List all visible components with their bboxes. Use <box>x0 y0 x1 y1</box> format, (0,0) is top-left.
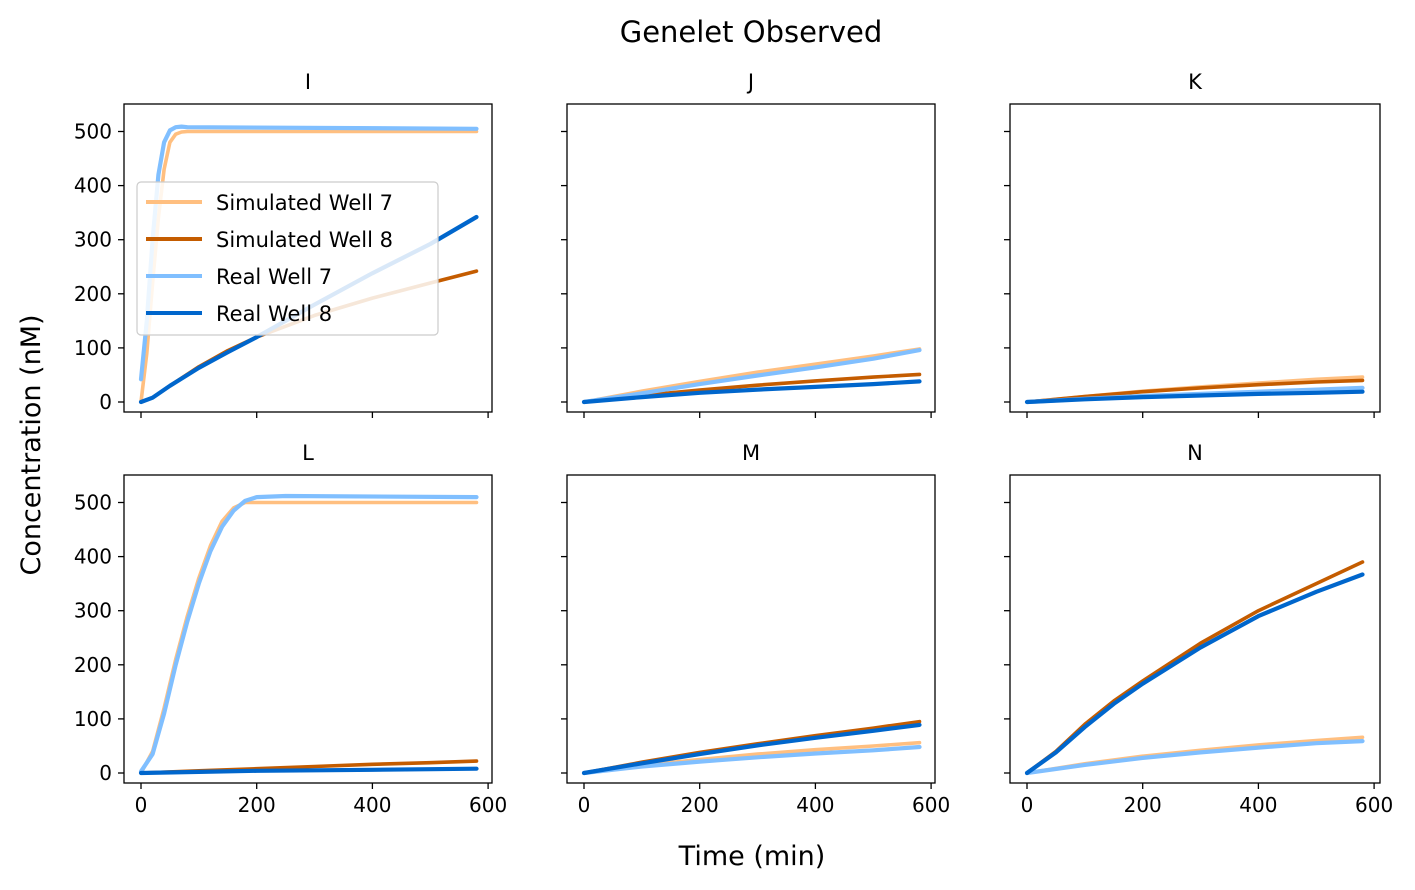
series-group <box>1024 375 1365 405</box>
subplot-title: K <box>1188 70 1203 94</box>
y-tick-label: 100 <box>74 707 112 731</box>
series-line-real-well-7 <box>581 348 922 405</box>
y-tick-label: 0 <box>99 390 112 414</box>
legend: Simulated Well 7 Simulated Well 8 Real Wel… <box>136 181 439 336</box>
series-group <box>1024 560 1365 776</box>
series-line-real-well-8 <box>1024 572 1365 776</box>
series-group <box>581 719 922 776</box>
y-tick-label: 200 <box>74 282 112 306</box>
subplot-j: J <box>561 70 936 418</box>
plot-frame <box>123 103 493 413</box>
plot-frame <box>566 103 936 413</box>
subplot-m: M 0 200 400 600 <box>561 441 950 817</box>
subplot-title: I <box>305 70 311 94</box>
subplot-title: M <box>742 441 760 465</box>
plot-frame <box>1009 103 1381 413</box>
x-tick-label: 0 <box>1021 793 1034 817</box>
x-tick-label: 400 <box>353 793 391 817</box>
x-tick-label: 400 <box>1239 793 1277 817</box>
y-tick-label: 300 <box>74 228 112 252</box>
y-tick-label: 500 <box>74 491 112 515</box>
x-tick-label: 400 <box>796 793 834 817</box>
x-tick-label: 0 <box>135 793 148 817</box>
y-tick-label: 400 <box>74 174 112 198</box>
x-tick-label: 200 <box>681 793 719 817</box>
series-line-simulated-well-8 <box>1025 378 1365 404</box>
series-line-real-well-8 <box>1024 389 1365 405</box>
plot-frame <box>1009 474 1381 784</box>
x-tick-label: 200 <box>238 793 276 817</box>
figure-title: Genelet Observed <box>620 15 883 49</box>
x-tick-label: 200 <box>1124 793 1162 817</box>
legend-box <box>136 181 439 336</box>
series-line-real-well-8 <box>138 766 479 776</box>
legend-label: Real Well 7 <box>216 265 332 289</box>
series-line-real-well-7 <box>138 493 479 774</box>
y-tick-label: 300 <box>74 599 112 623</box>
series-line-real-well-8 <box>581 722 922 776</box>
x-tick-label: 0 <box>578 793 591 817</box>
subplot-l: L 0 200 400 600 0 100 200 300 400 500 <box>74 441 507 817</box>
subplot-title: N <box>1187 441 1203 465</box>
series-line-real-well-8 <box>581 379 922 405</box>
x-tick-label: 600 <box>1355 793 1393 817</box>
y-tick-label: 400 <box>74 545 112 569</box>
subplot-n: N 0 200 400 600 <box>1004 441 1393 817</box>
legend-label: Simulated Well 7 <box>216 191 393 215</box>
y-tick-label: 100 <box>74 336 112 360</box>
y-tick-label: 200 <box>74 653 112 677</box>
x-axis-label: Time (min) <box>678 841 826 872</box>
x-tick-label: 600 <box>912 793 950 817</box>
x-tick-label: 600 <box>469 793 507 817</box>
subplot-k: K <box>1004 70 1381 418</box>
y-tick-label: 0 <box>99 761 112 785</box>
y-axis-label: Concentration (nM) <box>16 314 47 575</box>
plot-frame <box>566 474 936 784</box>
series-line-simulated-well-7 <box>139 500 479 775</box>
series-line-real-well-7 <box>1024 738 1365 776</box>
series-group <box>581 347 922 405</box>
legend-label: Simulated Well 8 <box>216 228 393 252</box>
series-line-real-well-7 <box>581 744 922 776</box>
subplot-title: L <box>302 441 314 465</box>
legend-label: Real Well 8 <box>216 302 332 326</box>
series-group <box>138 493 479 776</box>
y-tick-label: 500 <box>74 120 112 144</box>
subplot-title: J <box>746 70 754 94</box>
plot-frame <box>123 474 493 784</box>
